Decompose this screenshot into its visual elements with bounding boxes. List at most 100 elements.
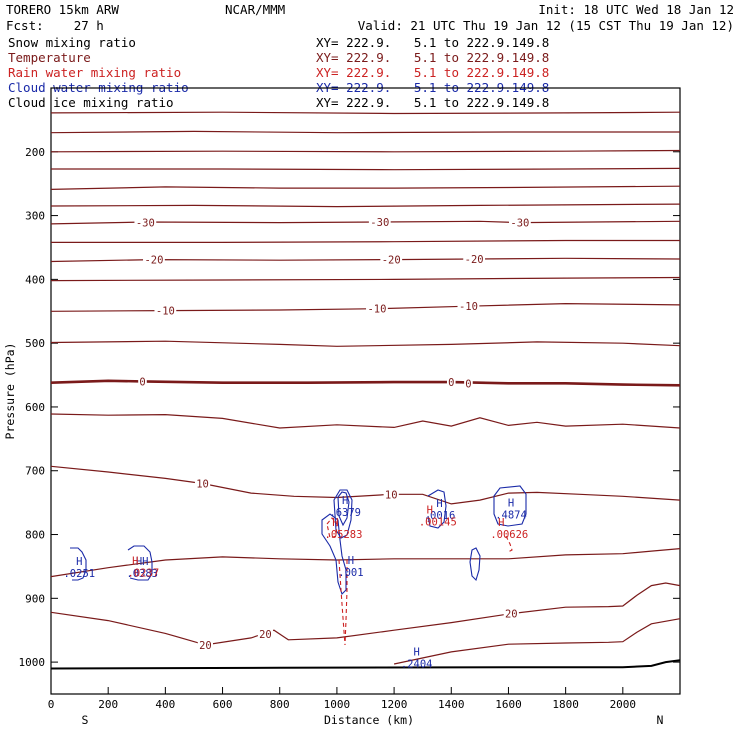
x-axis-title: Distance (km) bbox=[324, 713, 414, 727]
y-axis-title: Pressure (hPa) bbox=[3, 343, 17, 440]
isotherm-label-bg bbox=[154, 304, 177, 317]
rain-contours bbox=[326, 517, 513, 646]
cloud-water-high-value: .6379 bbox=[329, 507, 361, 519]
isotherm-label: 0 bbox=[448, 377, 454, 389]
init-time: Init: 18 UTC Wed 18 Jan 12 bbox=[538, 2, 734, 17]
cloud-water-high-mark: H bbox=[508, 497, 514, 509]
rain-contour bbox=[338, 559, 346, 646]
isotherm-label-bg bbox=[138, 375, 147, 388]
y-tick-label: 200 bbox=[25, 146, 45, 159]
isotherm-label-bg bbox=[464, 377, 473, 390]
rain-high-value: .00145 bbox=[419, 516, 457, 528]
isotherm-label-bg bbox=[366, 302, 388, 315]
isotherm-label-bg bbox=[197, 638, 213, 651]
y-tick-label: 600 bbox=[25, 401, 45, 414]
isotherm--15 bbox=[50, 276, 681, 282]
isotherm-label: 0 bbox=[465, 378, 471, 390]
cloud-water-high-mark: H bbox=[436, 498, 442, 510]
legend-xy-temperature: XY= 222.9. 5.1 to 222.9.149.8 bbox=[316, 50, 549, 65]
valid-time: Valid: 21 UTC Thu 19 Jan 12 (15 CST Thu … bbox=[358, 18, 734, 33]
isotherm--35 bbox=[50, 203, 681, 208]
y-tick-label: 800 bbox=[25, 529, 45, 542]
rain-high-mark: H bbox=[132, 555, 138, 567]
isotherm--55 bbox=[50, 130, 680, 134]
cloud-water-high-value: .2404 bbox=[401, 659, 433, 671]
model-title: TORERO 15km ARW bbox=[6, 2, 119, 17]
cloud-water-contour bbox=[70, 547, 87, 581]
isotherm-label: -30 bbox=[136, 218, 155, 230]
axis-ticks: 0 200 400 600 800 1000 1200 1400 1600 1800 2000200… bbox=[19, 146, 680, 711]
isotherm-label: -20 bbox=[465, 254, 484, 266]
y-tick-label: 300 bbox=[25, 210, 45, 223]
cloud-water-high-mark: H bbox=[76, 556, 82, 568]
center-title: NCAR/MMM bbox=[225, 2, 285, 17]
rain-high-value: .0237 bbox=[128, 567, 160, 579]
isotherm-label: -10 bbox=[367, 304, 386, 316]
isotherm-label: 20 bbox=[259, 629, 272, 641]
isotherm-label: -20 bbox=[144, 255, 163, 267]
isotherm-0 bbox=[50, 379, 681, 387]
legend-xy-rain: XY= 222.9. 5.1 to 222.9.149.8 bbox=[316, 65, 549, 80]
forecast-hour: Fcst: 27 h bbox=[6, 18, 104, 33]
isotherm-label-bg bbox=[194, 477, 211, 490]
cloud-water-high-mark: HH bbox=[136, 556, 149, 568]
cloud-water-high-mark: H bbox=[342, 495, 348, 507]
y-tick-label: 500 bbox=[25, 337, 45, 350]
isotherm--25 bbox=[51, 239, 680, 243]
cloud-water-contour bbox=[427, 489, 447, 529]
legend-name-rain: Rain water mixing ratio bbox=[8, 65, 181, 80]
isotherm--10 bbox=[50, 302, 681, 312]
x-tick-label: 200 bbox=[98, 698, 118, 711]
isotherm--40 bbox=[50, 185, 681, 190]
x-tick-label: 600 bbox=[213, 698, 233, 711]
x-tick-label: 1000 bbox=[324, 698, 351, 711]
isotherm-5 bbox=[50, 413, 681, 429]
isotherm-label: 10 bbox=[196, 478, 209, 490]
cloud-water-high-mark: H bbox=[348, 555, 354, 567]
legend-xy-cloud-ice: XY= 222.9. 5.1 to 222.9.149.8 bbox=[316, 95, 549, 110]
isotherm--50 bbox=[50, 149, 681, 153]
isotherm-label: 0 bbox=[139, 376, 145, 388]
y-tick-label: 400 bbox=[25, 273, 45, 286]
isotherm-label: 20 bbox=[199, 640, 212, 652]
rain-contour bbox=[344, 560, 348, 646]
x-tick-label: 1800 bbox=[552, 698, 579, 711]
y-tick-label: 900 bbox=[25, 592, 45, 605]
x-tick-label: 1400 bbox=[438, 698, 465, 711]
isotherm-label-bg bbox=[257, 628, 274, 641]
cloud-water-maxima: H.0251HH.0383H.6379H.001H.0016H.4874H.24… bbox=[63, 495, 526, 671]
isotherm-25 bbox=[393, 618, 681, 665]
cloud-water-high-value: .0251 bbox=[63, 568, 95, 580]
cloud-water-high-value: .4874 bbox=[495, 509, 527, 521]
legend-name-cloud-ice: Cloud ice mixing ratio bbox=[8, 95, 174, 110]
isotherm-10 bbox=[50, 465, 681, 505]
isotherm-label-bg bbox=[463, 252, 486, 265]
cloud-water-high-mark: H bbox=[414, 647, 420, 659]
header: TORERO 15km ARW NCAR/MMM Init: 18 UTC We… bbox=[6, 2, 734, 33]
x-tick-label: 0 bbox=[48, 698, 55, 711]
y-tick-label: 1000 bbox=[19, 656, 46, 669]
isotherm-label-bg bbox=[446, 376, 456, 389]
legend-name-snow: Snow mixing ratio bbox=[8, 35, 136, 50]
isotherm-20 bbox=[50, 582, 681, 646]
cloud-water-contours bbox=[70, 485, 527, 596]
isotherm-label: 20 bbox=[505, 609, 518, 621]
rain-high-mark: H bbox=[498, 517, 504, 529]
isotherm--60 bbox=[50, 111, 681, 115]
isotherm-label: -20 bbox=[382, 255, 401, 267]
x-tick-label: 400 bbox=[155, 698, 175, 711]
cloud-water-high-value: .0016 bbox=[424, 510, 456, 522]
cloud-water-contour bbox=[469, 547, 481, 582]
isotherm-label-bg bbox=[134, 216, 157, 229]
north-end-label: N bbox=[657, 713, 664, 727]
x-tick-label: 1600 bbox=[495, 698, 522, 711]
isotherm-label: -30 bbox=[510, 218, 529, 230]
isotherm-label-bg bbox=[143, 253, 165, 266]
isotherm-label: -10 bbox=[156, 306, 175, 318]
cloud-water-high-value: .0383 bbox=[126, 568, 158, 580]
isotherm-label: -30 bbox=[370, 217, 389, 229]
cloud-water-contour bbox=[493, 485, 527, 527]
